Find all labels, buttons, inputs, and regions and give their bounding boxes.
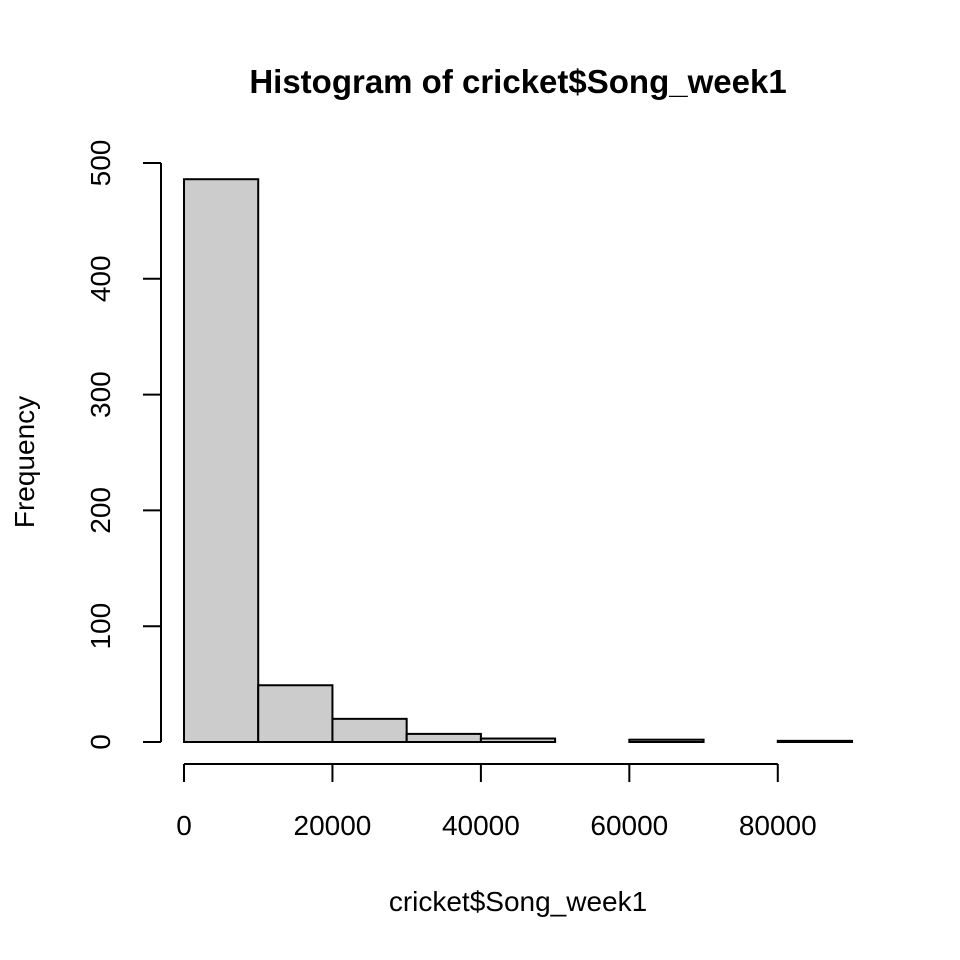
y-tick-label: 100	[85, 603, 116, 650]
histogram-bar	[405, 732, 482, 743]
x-tick-label: 80000	[739, 810, 817, 841]
y-axis-label: Frequency	[9, 396, 40, 528]
y-axis: 0 100 200 300 400 500	[85, 140, 162, 750]
y-tick-label: 400	[85, 255, 116, 302]
x-axis: 0 20000 40000 60000 80000	[176, 763, 817, 841]
histogram-bar	[776, 739, 853, 743]
y-tick-label: 0	[85, 734, 116, 750]
x-tick-label: 40000	[442, 810, 520, 841]
x-axis-label: cricket$Song_week1	[389, 886, 647, 917]
histogram-bar	[479, 737, 557, 744]
chart-title: Histogram of cricket$Song_week1	[249, 63, 786, 100]
y-tick-label: 500	[85, 140, 116, 187]
x-tick-label: 0	[176, 810, 192, 841]
histogram-bars	[183, 178, 853, 744]
histogram-bar	[257, 684, 334, 743]
histogram-bar	[628, 738, 705, 744]
y-tick-label: 300	[85, 371, 116, 418]
y-tick-label: 200	[85, 487, 116, 534]
x-tick-label: 60000	[590, 810, 668, 841]
histogram-bar	[331, 717, 408, 744]
histogram-bar	[183, 178, 260, 744]
x-tick-label: 20000	[294, 810, 372, 841]
